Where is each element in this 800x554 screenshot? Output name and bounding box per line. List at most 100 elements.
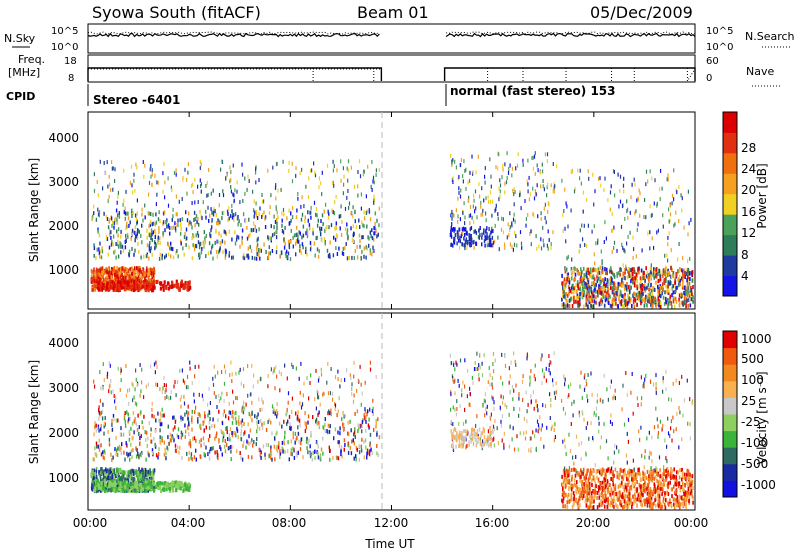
range-time-cell	[582, 266, 585, 271]
range-time-cell	[532, 186, 534, 191]
range-time-cell	[504, 190, 506, 195]
range-time-cell	[342, 246, 344, 251]
range-time-cell	[522, 162, 524, 167]
range-time-cell	[279, 449, 281, 454]
range-time-cell	[134, 213, 137, 218]
range-time-cell	[178, 480, 181, 485]
range-time-cell	[170, 241, 172, 246]
range-time-cell	[97, 280, 100, 285]
range-time-cell	[619, 282, 622, 287]
range-time-cell	[269, 251, 271, 256]
range-time-cell	[132, 469, 135, 474]
range-time-cell	[93, 204, 95, 209]
range-time-cell	[156, 383, 159, 387]
range-time-cell	[103, 278, 105, 282]
range-time-cell	[668, 231, 670, 236]
range-time-cell	[301, 167, 303, 172]
range-time-cell	[255, 442, 257, 447]
range-time-cell	[103, 475, 105, 480]
range-time-cell	[233, 193, 235, 198]
range-time-cell	[341, 219, 343, 224]
range-time-cell	[470, 237, 472, 242]
range-time-cell	[375, 168, 377, 173]
range-time-cell	[162, 287, 165, 292]
range-time-cell	[149, 240, 151, 245]
cpid-segment-2: normal (fast stereo) 153	[450, 84, 616, 98]
range-time-cell	[305, 231, 307, 236]
range-time-cell	[333, 183, 335, 188]
range-time-cell	[589, 274, 592, 279]
range-time-cell	[342, 252, 345, 256]
range-time-cell	[256, 429, 258, 434]
range-time-cell	[207, 205, 209, 210]
range-time-cell	[114, 216, 117, 221]
range-time-cell	[146, 243, 149, 248]
range-time-cell	[111, 474, 114, 479]
range-time-cell	[133, 280, 136, 285]
range-time-cell	[573, 300, 575, 305]
range-time-cell	[519, 230, 522, 235]
range-time-cell	[261, 407, 263, 412]
range-time-cell	[290, 218, 292, 223]
range-time-cell	[568, 304, 571, 308]
range-time-cell	[151, 252, 153, 257]
range-time-cell	[118, 487, 121, 492]
range-time-cell	[553, 189, 555, 194]
range-time-cell	[586, 286, 589, 291]
range-time-cell	[226, 172, 228, 177]
range-time-cell	[634, 291, 636, 296]
range-time-cell	[194, 200, 196, 205]
range-time-cell	[139, 267, 142, 272]
range-time-cell	[232, 400, 235, 405]
range-time-cell	[327, 209, 329, 214]
range-time-cell	[210, 207, 212, 212]
range-time-cell	[329, 240, 331, 245]
range-time-cell	[352, 205, 354, 210]
range-time-cell	[147, 281, 150, 285]
range-time-cell	[273, 232, 276, 237]
range-time-cell	[180, 394, 182, 399]
range-time-cell	[621, 283, 623, 288]
range-time-cell	[595, 268, 598, 273]
range-time-cell	[452, 176, 454, 181]
range-time-cell	[202, 240, 204, 245]
range-time-cell	[207, 413, 209, 418]
range-time-cell	[232, 416, 235, 421]
range-time-cell	[193, 399, 195, 404]
range-time-cell	[151, 448, 154, 453]
range-time-cell	[369, 367, 372, 372]
range-time-cell	[184, 280, 187, 285]
range-time-cell	[117, 190, 119, 195]
range-time-cell	[511, 385, 514, 389]
range-time-cell	[334, 403, 337, 408]
range-time-cell	[140, 233, 142, 238]
range-time-cell	[132, 210, 134, 215]
range-time-cell	[217, 370, 219, 375]
range-time-cell	[367, 409, 369, 414]
range-time-cell	[338, 214, 341, 219]
range-time-cell	[601, 299, 604, 304]
range-time-cell	[519, 431, 521, 436]
range-time-cell	[117, 482, 120, 487]
range-time-cell	[642, 292, 644, 297]
range-time-cell	[689, 292, 692, 297]
range-time-cell	[94, 488, 96, 493]
range-time-cell	[198, 412, 201, 417]
range-time-cell	[530, 394, 532, 399]
range-time-cell	[459, 235, 461, 240]
range-time-cell	[198, 252, 200, 257]
range-time-cell	[136, 266, 138, 271]
range-time-cell	[474, 209, 476, 214]
range-time-cell	[126, 443, 128, 448]
range-time-cell	[254, 224, 256, 229]
range-time-cell	[132, 230, 135, 235]
range-time-cell	[102, 386, 104, 391]
range-time-cell	[648, 296, 651, 301]
range-time-cell	[513, 192, 515, 197]
range-time-cell	[305, 246, 307, 251]
range-time-cell	[573, 278, 575, 283]
range-time-cell	[631, 304, 633, 308]
range-time-cell	[628, 274, 631, 279]
range-time-cell	[459, 194, 462, 199]
range-time-cell	[132, 477, 135, 482]
